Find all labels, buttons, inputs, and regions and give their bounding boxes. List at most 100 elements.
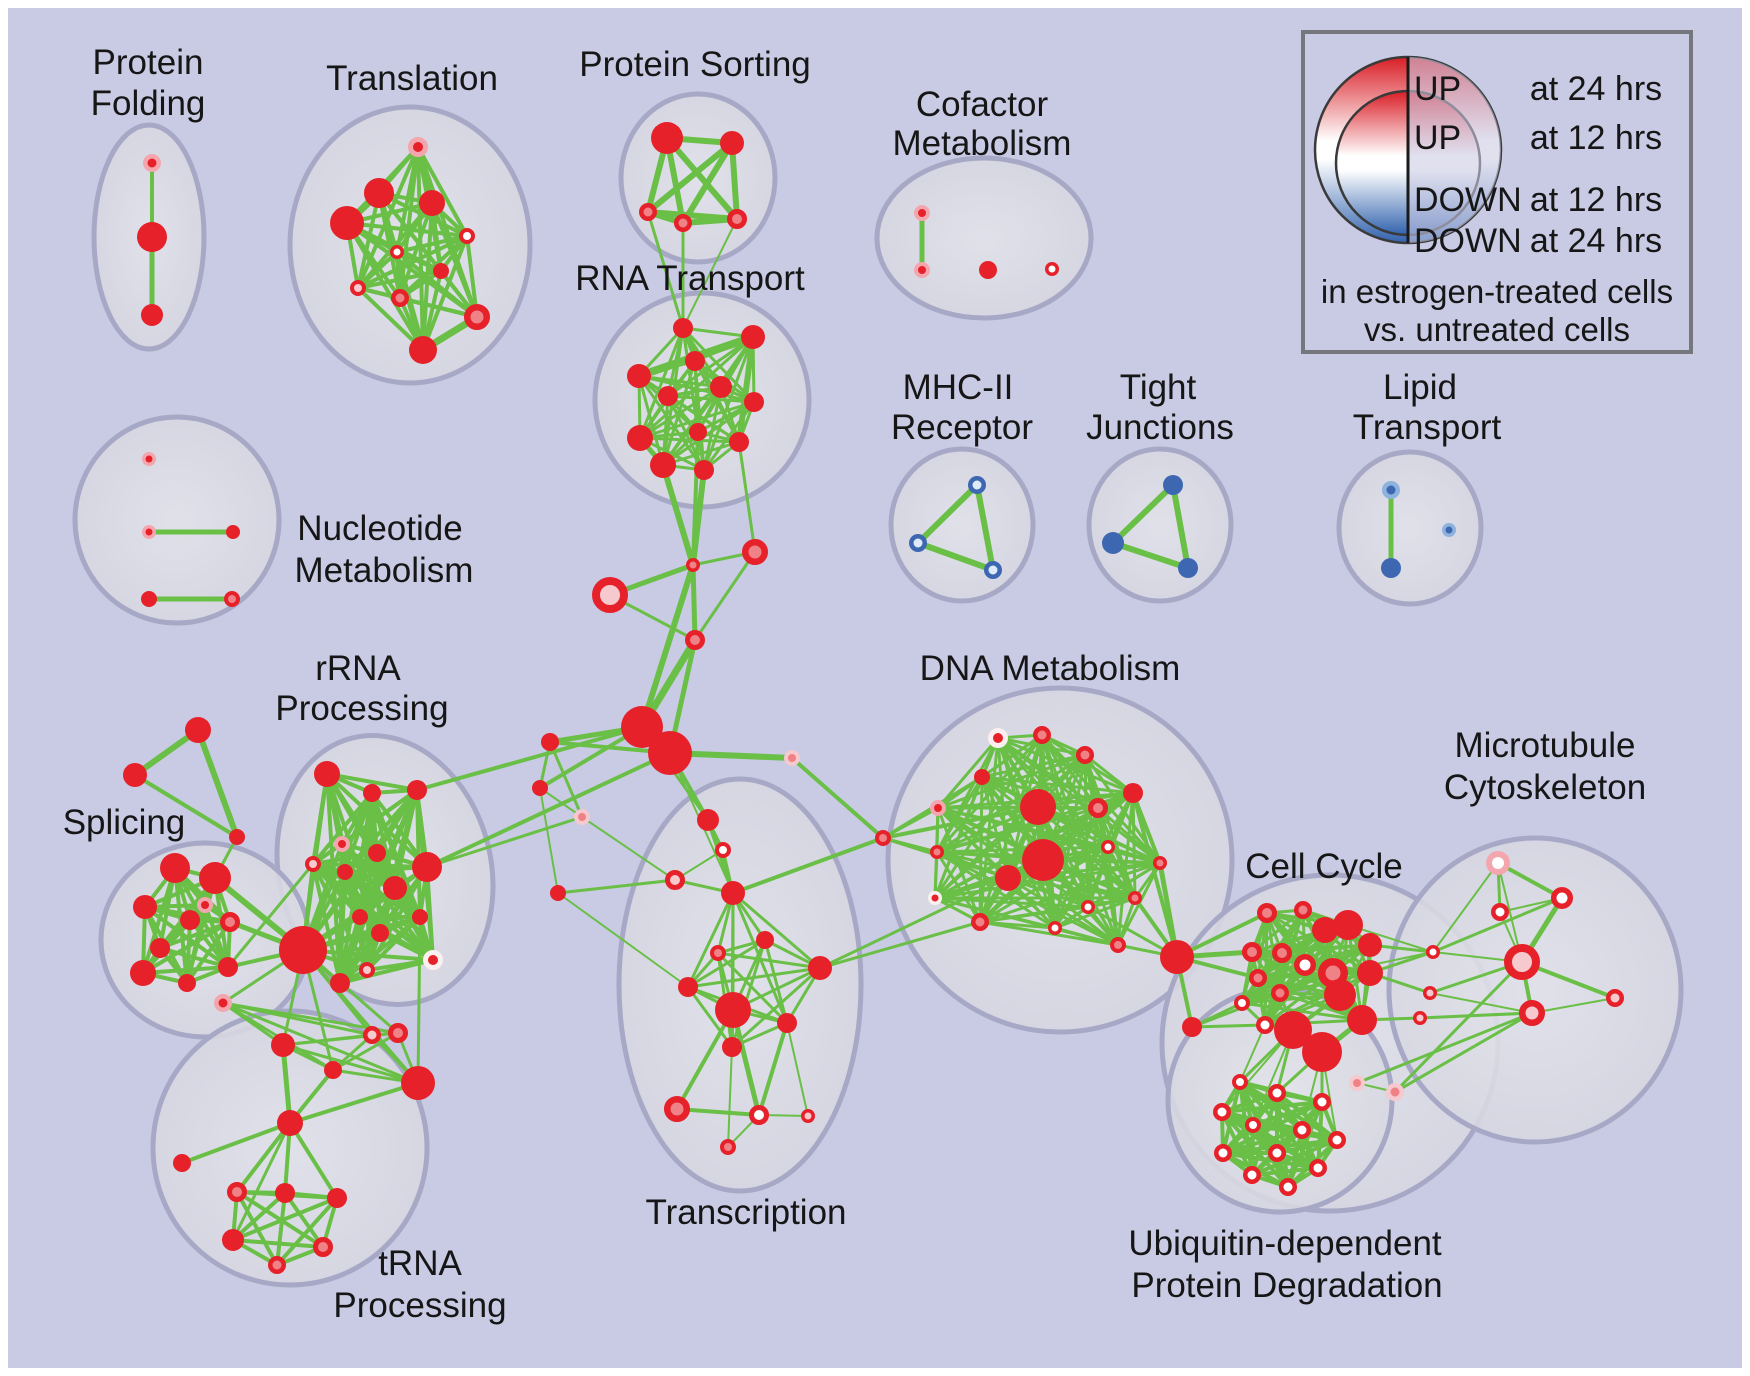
node-mtb3[interactable] xyxy=(1413,1011,1427,1025)
node-rr1[interactable] xyxy=(314,761,340,787)
node-h1[interactable] xyxy=(621,706,663,748)
node-ub3[interactable] xyxy=(1313,1093,1331,1111)
node-tx14[interactable] xyxy=(801,1109,815,1123)
node-rrh[interactable] xyxy=(279,926,327,974)
node-cc6[interactable] xyxy=(1242,942,1262,962)
node-m2[interactable] xyxy=(909,534,927,552)
node-t8[interactable] xyxy=(350,280,366,296)
node-tx1[interactable] xyxy=(697,809,719,831)
node-mtb1[interactable] xyxy=(1426,945,1440,959)
node-l3[interactable] xyxy=(574,809,590,825)
node-rr5[interactable] xyxy=(305,856,321,872)
node-ub10[interactable] xyxy=(1309,1159,1327,1177)
node-cc7[interactable] xyxy=(1272,943,1292,963)
node-t4[interactable] xyxy=(330,206,364,240)
node-cc8[interactable] xyxy=(1294,954,1316,976)
node-rr13[interactable] xyxy=(423,950,443,970)
node-rr2[interactable] xyxy=(363,784,381,802)
node-ub12[interactable] xyxy=(1279,1178,1297,1196)
node-t3[interactable] xyxy=(419,190,445,216)
node-trh[interactable] xyxy=(277,1110,303,1136)
node-sp10[interactable] xyxy=(197,897,213,913)
node-bp2[interactable] xyxy=(1302,1032,1342,1072)
node-rt1[interactable] xyxy=(673,318,693,338)
node-rt6[interactable] xyxy=(658,386,678,406)
node-tx10[interactable] xyxy=(777,1013,797,1033)
node-ub9[interactable] xyxy=(1268,1144,1286,1162)
node-pf2[interactable] xyxy=(137,222,167,252)
node-rr9[interactable] xyxy=(412,852,442,882)
node-rr22[interactable] xyxy=(401,1066,435,1100)
node-t7[interactable] xyxy=(433,263,449,279)
node-rr3[interactable] xyxy=(407,780,427,800)
node-lp3[interactable] xyxy=(1442,523,1456,537)
node-rt3[interactable] xyxy=(627,364,651,388)
node-cc19[interactable] xyxy=(1182,1017,1202,1037)
node-tx5[interactable] xyxy=(710,945,726,961)
node-rr21[interactable] xyxy=(388,1023,408,1043)
node-ub5[interactable] xyxy=(1245,1117,1261,1133)
node-sp5[interactable] xyxy=(220,912,240,932)
node-dn2[interactable] xyxy=(1033,726,1051,744)
node-cf4[interactable] xyxy=(1045,262,1059,276)
node-pf3[interactable] xyxy=(141,304,163,326)
node-t2[interactable] xyxy=(364,178,394,208)
node-rr12[interactable] xyxy=(412,909,428,925)
node-sp9[interactable] xyxy=(218,957,238,977)
node-rt11[interactable] xyxy=(650,452,676,478)
node-t5[interactable] xyxy=(459,228,475,244)
node-rt10[interactable] xyxy=(729,432,749,452)
node-dn13[interactable] xyxy=(1153,856,1167,870)
node-ps1[interactable] xyxy=(651,122,683,154)
node-cc11[interactable] xyxy=(1249,969,1267,987)
node-nm1[interactable] xyxy=(142,452,156,466)
node-sp4[interactable] xyxy=(180,910,200,930)
node-tj1[interactable] xyxy=(1163,475,1183,495)
node-th2[interactable] xyxy=(275,1183,295,1203)
node-mt5[interactable] xyxy=(1606,989,1624,1007)
node-tx6[interactable] xyxy=(756,931,774,949)
node-rt5[interactable] xyxy=(710,376,732,398)
node-tx8[interactable] xyxy=(678,977,698,997)
node-dn12[interactable] xyxy=(1101,840,1115,854)
node-tx7[interactable] xyxy=(808,956,832,980)
node-th3[interactable] xyxy=(327,1188,347,1208)
node-th1[interactable] xyxy=(227,1182,247,1202)
node-j1[interactable] xyxy=(686,558,700,572)
node-lp2[interactable] xyxy=(1381,558,1401,578)
node-tri[interactable] xyxy=(173,1154,191,1172)
node-t9[interactable] xyxy=(391,289,409,307)
node-m3[interactable] xyxy=(984,561,1002,579)
node-rt12[interactable] xyxy=(694,460,714,480)
node-dn10[interactable] xyxy=(1022,839,1064,881)
node-mt3[interactable] xyxy=(1491,903,1509,921)
node-nm5[interactable] xyxy=(224,591,240,607)
node-t10[interactable] xyxy=(464,304,490,330)
node-dn11[interactable] xyxy=(995,865,1021,891)
node-th4[interactable] xyxy=(222,1229,244,1251)
node-j4[interactable] xyxy=(685,630,705,650)
node-tx9[interactable] xyxy=(715,992,751,1028)
node-pf1[interactable] xyxy=(143,154,161,172)
node-ps5[interactable] xyxy=(727,209,747,229)
node-cc12[interactable] xyxy=(1271,984,1289,1002)
node-sp3[interactable] xyxy=(133,895,157,919)
node-rt7[interactable] xyxy=(744,392,764,412)
node-rt8[interactable] xyxy=(627,425,653,451)
node-cc4[interactable] xyxy=(1333,910,1363,940)
node-cf2[interactable] xyxy=(914,262,930,278)
node-tx11[interactable] xyxy=(722,1037,742,1057)
node-dn18[interactable] xyxy=(1128,891,1142,905)
node-mt7[interactable] xyxy=(1349,1075,1365,1091)
node-mt8[interactable] xyxy=(1386,1083,1404,1101)
node-ps4[interactable] xyxy=(674,214,692,232)
node-ps3[interactable] xyxy=(639,203,657,221)
node-rr20[interactable] xyxy=(363,1026,381,1044)
node-dn3[interactable] xyxy=(1076,746,1094,764)
node-dn6[interactable] xyxy=(1123,783,1143,803)
node-rr10[interactable] xyxy=(352,909,368,925)
node-l1[interactable] xyxy=(541,733,559,751)
node-dn5[interactable] xyxy=(930,800,946,816)
node-m1[interactable] xyxy=(968,476,986,494)
node-mt4[interactable] xyxy=(1504,944,1540,980)
